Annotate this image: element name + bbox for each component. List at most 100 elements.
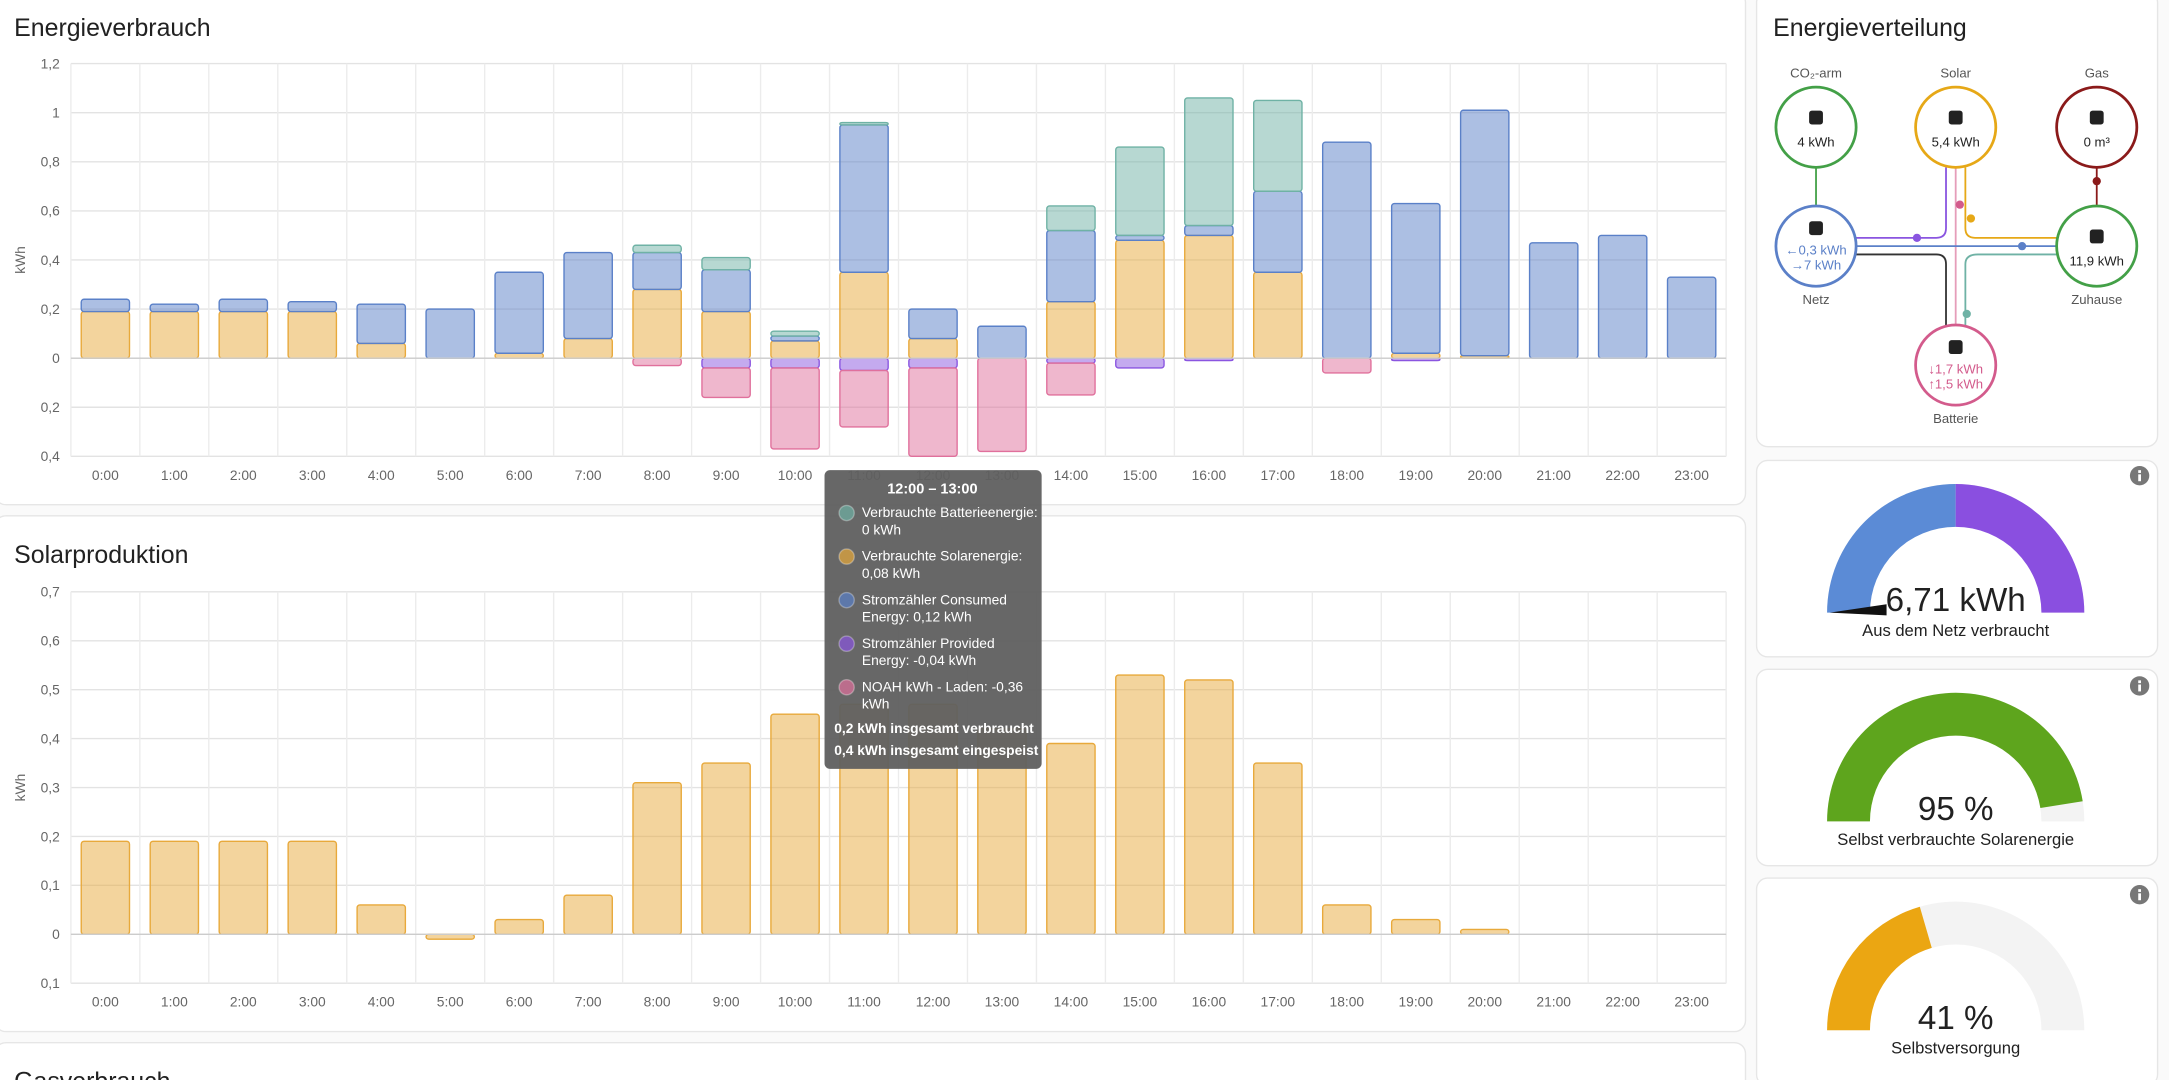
x-tick-label: 0:00 [92, 467, 119, 483]
gauge-label: Selbstversorgung [1891, 1039, 2020, 1058]
x-tick-label: 14:00 [1054, 994, 1089, 1010]
bar [287, 310, 338, 359]
bar [977, 325, 1027, 359]
node-icon [2089, 229, 2104, 244]
y-tick-label: 0,4 [41, 448, 61, 464]
x-tick-label: 15:00 [1123, 994, 1158, 1010]
bar [701, 357, 751, 369]
bar [632, 244, 682, 254]
y-tick-label: 0,2 [41, 828, 60, 844]
card-distribution [1755, 0, 2159, 448]
card-gas [0, 1041, 1747, 1080]
gauge-segment [1827, 483, 1956, 613]
tooltip-item: 0 kWh [862, 521, 901, 537]
bar [1253, 271, 1303, 359]
node-label: CO₂-arm [1790, 65, 1842, 80]
gauge-needle [1829, 604, 1887, 616]
x-tick-label: 4:00 [368, 994, 395, 1010]
tooltip-swatch [838, 678, 855, 696]
y-tick-label: 0,1 [41, 975, 60, 991]
tooltip-swatch [838, 591, 855, 609]
x-tick-label: 14:00 [1054, 467, 1089, 483]
bar [1184, 679, 1234, 935]
bar [1459, 928, 1510, 935]
y-tick-label: 1 [52, 105, 60, 121]
tooltip-item: Verbrauchte Batterieenergie: [862, 504, 1038, 520]
x-tick-label: 8:00 [644, 467, 671, 483]
x-tick-label: 19:00 [1398, 467, 1433, 483]
y-tick-label: 0,6 [41, 203, 61, 219]
tooltip-box [824, 470, 1042, 769]
bar [839, 357, 889, 372]
bar [701, 269, 751, 313]
y-axis-label: kWh [12, 774, 28, 802]
bar [1528, 242, 1579, 359]
card-title: Energieverbrauch [14, 14, 210, 42]
bar [1046, 301, 1096, 359]
node-icon [1948, 340, 1963, 355]
y-tick-label: 0,8 [41, 154, 61, 170]
bar [1253, 190, 1303, 273]
tooltip-item: Verbrauchte Solarenergie: [862, 548, 1022, 564]
x-tick-label: 11:00 [847, 994, 881, 1010]
bar [1184, 234, 1234, 359]
bar [1666, 276, 1717, 359]
node-circle [1914, 323, 1998, 407]
bar [1115, 146, 1165, 237]
bar [80, 840, 131, 935]
bar [1046, 742, 1096, 935]
bar [908, 308, 958, 340]
x-tick-label: 18:00 [1330, 994, 1365, 1010]
bar [1597, 234, 1648, 359]
x-tick-label: 1:00 [161, 994, 188, 1010]
bar [839, 369, 889, 428]
bar [701, 762, 751, 935]
info-icons [2129, 466, 2150, 905]
y-tick-label: 0,4 [41, 252, 61, 268]
x-tick-label: 0:00 [92, 994, 119, 1010]
x-tick-label: 2:00 [230, 994, 257, 1010]
tooltip-title: 12:00 – 13:00 [887, 482, 977, 498]
x-tick-label: 2:00 [230, 467, 257, 483]
card-title: Energieverteilung [1773, 14, 1967, 42]
bar [356, 342, 407, 359]
tooltip-total: 0,2 kWh insgesamt verbraucht [834, 720, 1034, 736]
bar [425, 933, 476, 940]
gauge-label: Aus dem Netz verbraucht [1862, 621, 2049, 640]
card-title: Solarproduktion [14, 541, 188, 569]
y-tick-label: 0,5 [41, 682, 61, 698]
bar [1115, 239, 1165, 359]
y-tick-label: 0,6 [41, 633, 61, 649]
x-tick-label: 13:00 [985, 994, 1020, 1010]
bar [701, 256, 751, 271]
bar [1046, 362, 1096, 396]
bar [1046, 357, 1096, 364]
x-tick-label: 3:00 [299, 467, 326, 483]
node-value: ↑1,5 kWh [1928, 377, 1983, 392]
node-icon [1809, 110, 1823, 125]
node-value: 5,4 kWh [1932, 135, 1980, 150]
x-tick-label: 22:00 [1605, 467, 1640, 483]
bar [1390, 918, 1441, 935]
node-circle [2055, 204, 2139, 288]
x-tick-label: 8:00 [644, 994, 671, 1010]
bar [632, 357, 682, 367]
node-value: →7 kWh [1791, 258, 1841, 273]
gauge-value-label: 41 % [1918, 1000, 1994, 1037]
bar [908, 337, 958, 359]
bar [770, 713, 820, 935]
x-tick-label: 16:00 [1192, 994, 1227, 1010]
bar [1321, 904, 1372, 935]
bar [701, 367, 751, 399]
bar [770, 340, 820, 359]
tooltip-item: Stromzähler Provided [862, 635, 995, 651]
bar [770, 335, 820, 342]
node-value: ←0,3 kWh [1785, 242, 1846, 257]
node-circle [2055, 85, 2139, 169]
tooltip-item: NOAH kWh - Laden: -0,36 [862, 678, 1024, 694]
x-tick-label: 10:00 [778, 994, 813, 1010]
tooltip: 12:00 – 13:00 Verbrauchte Batterieenergie… [824, 470, 1042, 769]
x-tick-label: 23:00 [1674, 994, 1709, 1010]
bar [494, 918, 545, 935]
